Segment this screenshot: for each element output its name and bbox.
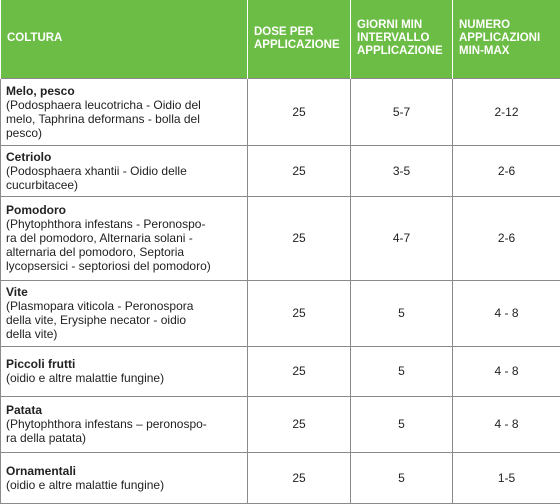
number-cell: 2-6: [453, 196, 560, 280]
crop-description: (Phytophthora infestans – peronospo-: [6, 417, 242, 431]
dose-cell: 25: [248, 280, 351, 346]
crop-name: Melo, pesco: [6, 84, 242, 98]
header-line: APPLICAZIONE: [254, 39, 344, 52]
number-cell: 4 - 8: [453, 280, 560, 346]
table-row: Patata(Phytophthora infestans – peronosp…: [1, 396, 560, 452]
table-row: Cetriolo(Podosphaera xhantii - Oidio del…: [1, 145, 560, 196]
crop-description: ra della patata): [6, 431, 242, 445]
header-line: APPLICAZIONE: [357, 45, 446, 58]
header-line: DOSE PER: [254, 26, 344, 39]
interval-cell: 5: [351, 396, 453, 452]
crop-name: Ornamentali: [6, 464, 242, 478]
crop-description: pesco): [6, 126, 242, 140]
crop-description: (oidio e altre malattie fungine): [6, 478, 242, 492]
dose-cell: 25: [248, 396, 351, 452]
dose-cell: 25: [248, 452, 351, 503]
interval-cell: 5-7: [351, 78, 453, 145]
crop-description: ra del pomodoro, Alternaria solani -: [6, 231, 242, 245]
crop-description: (Plasmopara viticola - Peronospora: [6, 299, 242, 313]
table-row: Pomodoro(Phytophthora infestans - Perono…: [1, 196, 560, 280]
crop-description: (oidio e altre malattie fungine): [6, 371, 242, 385]
interval-cell: 5: [351, 280, 453, 346]
crop-name: Piccoli frutti: [6, 357, 242, 371]
crop-cell: Cetriolo(Podosphaera xhantii - Oidio del…: [1, 145, 248, 196]
header-line: GIORNI MIN: [357, 19, 446, 32]
interval-cell: 5: [351, 452, 453, 503]
crop-description: melo, Taphrina deformans - bolla del: [6, 112, 242, 126]
table-row: Piccoli frutti(oidio e altre malattie fu…: [1, 346, 560, 396]
dose-cell: 25: [248, 196, 351, 280]
dose-cell: 25: [248, 346, 351, 396]
crop-name: Pomodoro: [6, 203, 242, 217]
number-cell: 2-12: [453, 78, 560, 145]
number-cell: 1-5: [453, 452, 560, 503]
number-cell: 4 - 8: [453, 346, 560, 396]
crop-name: Vite: [6, 285, 242, 299]
table-row: Melo, pesco(Podosphaera leucotricha - Oi…: [1, 78, 560, 145]
crop-name: Patata: [6, 403, 242, 417]
interval-cell: 4-7: [351, 196, 453, 280]
crop-cell: Pomodoro(Phytophthora infestans - Perono…: [1, 196, 248, 280]
interval-cell: 5: [351, 346, 453, 396]
crop-description: (Podosphaera xhantii - Oidio delle: [6, 164, 242, 178]
dose-cell: 25: [248, 78, 351, 145]
table-body: Melo, pesco(Podosphaera leucotricha - Oi…: [1, 78, 560, 503]
crop-description: (Podosphaera leucotricha - Oidio del: [6, 98, 242, 112]
crop-cell: Melo, pesco(Podosphaera leucotricha - Oi…: [1, 78, 248, 145]
header-line: NUMERO: [459, 19, 554, 32]
crop-name: Cetriolo: [6, 150, 242, 164]
crop-description: cucurbitacee): [6, 178, 242, 192]
crop-description: alternaria del pomodoro, Septoria: [6, 245, 242, 259]
crop-description: della vite, Erysiphe necator - oidio: [6, 313, 242, 327]
crop-cell: Patata(Phytophthora infestans – peronosp…: [1, 396, 248, 452]
number-cell: 2-6: [453, 145, 560, 196]
crop-description: (Phytophthora infestans - Peronospo-: [6, 217, 242, 231]
column-header: COLTURA: [1, 0, 248, 78]
crop-description: lycopsersici - septoriosi del pomodoro): [6, 259, 242, 273]
header-line: INTERVALLO: [357, 32, 446, 45]
crop-cell: Piccoli frutti(oidio e altre malattie fu…: [1, 346, 248, 396]
dose-cell: 25: [248, 145, 351, 196]
number-cell: 4 - 8: [453, 396, 560, 452]
interval-cell: 3-5: [351, 145, 453, 196]
table-row: Ornamentali(oidio e altre malattie fungi…: [1, 452, 560, 503]
crop-cell: Ornamentali(oidio e altre malattie fungi…: [1, 452, 248, 503]
header-line: APPLICAZIONI: [459, 32, 554, 45]
header-line: MIN-MAX: [459, 45, 554, 58]
crop-description: della vite): [6, 327, 242, 341]
header-line: COLTURA: [7, 32, 241, 45]
